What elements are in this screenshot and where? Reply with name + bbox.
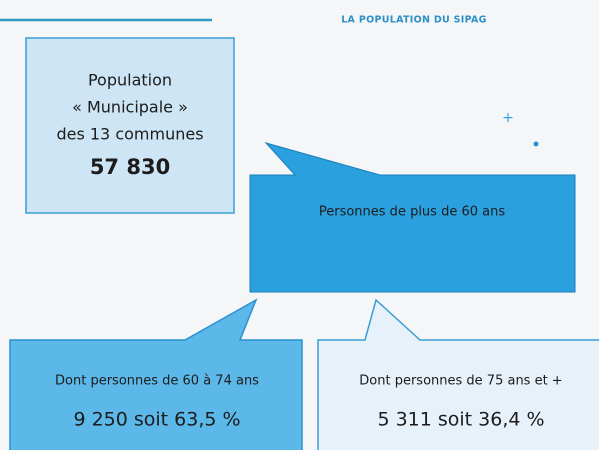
- population-value: 57 830: [90, 155, 170, 179]
- population-line: des 13 communes: [56, 125, 203, 144]
- dot: [533, 141, 539, 147]
- group-value: 5 311 soit 36,4 %: [377, 409, 544, 431]
- group-box: [9, 298, 303, 450]
- population-line: Population: [88, 71, 172, 90]
- group-value: 9 250 soit 63,5 %: [73, 409, 240, 431]
- group-label: Dont personnes de 75 ans et +: [359, 374, 562, 389]
- callout-label: Personnes de plus de 60 ans: [319, 205, 505, 220]
- group-box: [317, 298, 599, 450]
- population-line: « Municipale »: [72, 98, 188, 117]
- header-title: LA POPULATION DU SIPAG: [341, 15, 487, 26]
- callout-box: [249, 142, 576, 293]
- sparkle: +: [502, 110, 514, 126]
- group-label: Dont personnes de 60 à 74 ans: [55, 374, 259, 389]
- population-box: [25, 37, 235, 214]
